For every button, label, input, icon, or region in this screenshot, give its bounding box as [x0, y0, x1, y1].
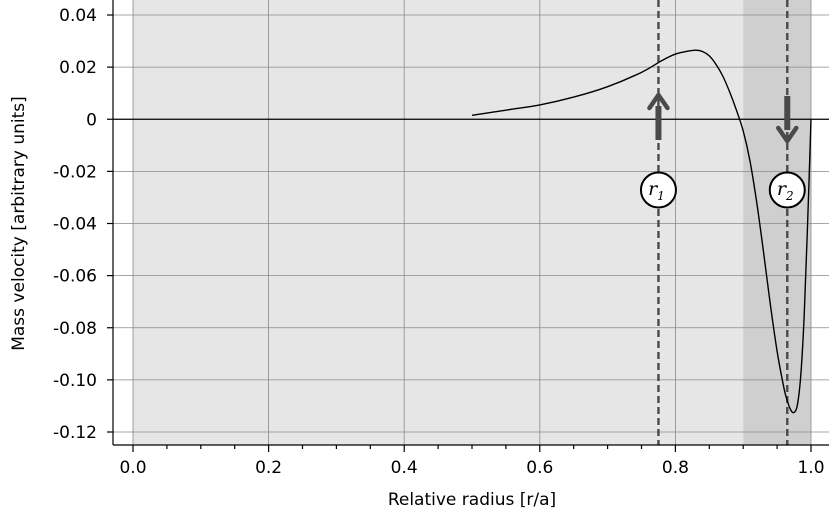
marker-arrow-2-down-icon [776, 96, 799, 144]
series-line [471, 49, 812, 414]
marker-circle [639, 171, 677, 209]
marker-text-main: r [777, 178, 788, 200]
y-tick-label: -0.12 [53, 423, 97, 443]
marker-lines [657, 0, 789, 445]
axes [107, 0, 829, 452]
shaded-regions [133, 0, 811, 445]
y-tick-label: -0.02 [53, 162, 97, 182]
marker-arrow-1-up-icon [647, 92, 670, 140]
arrow-shaft [655, 106, 662, 140]
arrow-head [776, 125, 799, 144]
x-tick-labels: 0.0 0.2 0.4 0.6 0.8 1.0 [119, 458, 824, 478]
marker-text: r1 [648, 178, 665, 203]
y-tick-label: -0.04 [53, 215, 97, 235]
marker-label-2: r2 [768, 171, 806, 209]
gridlines [113, 0, 829, 445]
marker-arrows [647, 92, 799, 144]
shaded-region-0 [133, 0, 744, 445]
y-tick-label: 0.04 [59, 6, 97, 26]
y-tick-labels: 0.04 0.02 0 -0.02 -0.04 -0.06 -0.08 -0.10 -0.12 [53, 6, 97, 443]
marker-circle [768, 171, 806, 209]
marker-text-main: r [648, 178, 659, 200]
x-axis-title: Relative radius [r/a] [388, 490, 556, 510]
x-tick-label: 0.6 [526, 458, 553, 478]
marker-text: r2 [777, 178, 794, 203]
marker-text-sub: 2 [785, 189, 794, 203]
x-tick-label: 0.0 [119, 458, 146, 478]
x-tick-label: 0.8 [662, 458, 689, 478]
y-tick-label: -0.06 [53, 267, 97, 287]
marker-label-1: r1 [639, 171, 677, 209]
marker-labels: r1 r2 [639, 171, 806, 209]
y-tick-label: 0.02 [59, 58, 97, 78]
y-tick-label: -0.10 [53, 371, 97, 391]
shaded-region-1 [743, 0, 811, 445]
x-tick-label: 0.2 [255, 458, 282, 478]
arrow-head [647, 92, 670, 111]
y-tick-label: -0.08 [53, 319, 97, 339]
marker-text-sub: 1 [657, 189, 665, 203]
x-tick-label: 0.4 [391, 458, 418, 478]
y-axis-title: Mass velocity [arbitrary units] [9, 96, 29, 351]
y-tick-label: 0 [86, 110, 97, 130]
arrow-shaft [784, 96, 791, 130]
x-tick-label: 1.0 [797, 458, 824, 478]
